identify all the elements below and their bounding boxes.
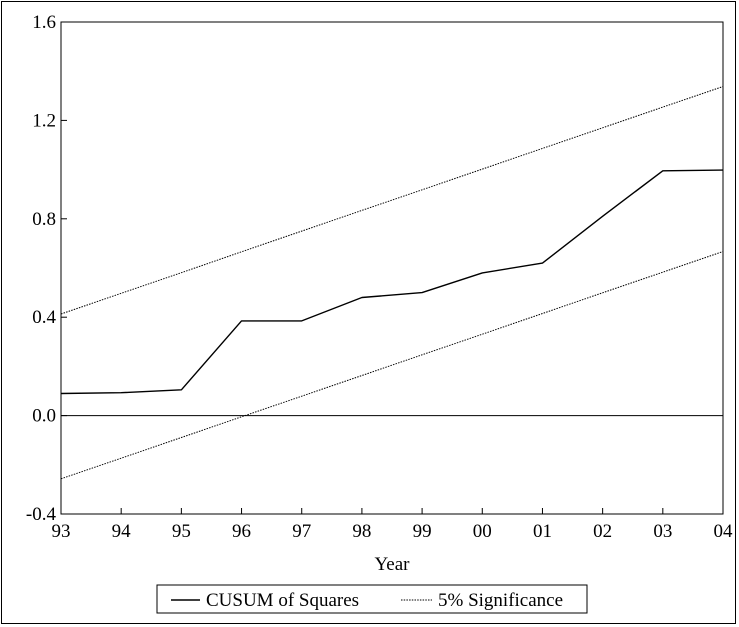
x-tick-label: 03 bbox=[653, 521, 672, 542]
legend-label-significance: 5% Significance bbox=[438, 590, 563, 611]
x-tick-label: 01 bbox=[533, 521, 552, 542]
x-tick-label: 94 bbox=[112, 521, 132, 542]
x-axis: 93 94 95 96 97 98 99 00 01 02 03 04 bbox=[52, 508, 734, 542]
x-tick-label: 98 bbox=[352, 521, 371, 542]
x-tick-label: 97 bbox=[292, 521, 311, 542]
y-tick-label: -0.4 bbox=[26, 504, 57, 525]
x-tick-label: 99 bbox=[413, 521, 432, 542]
x-tick-label: 04 bbox=[714, 521, 734, 542]
y-tick-label: 0.4 bbox=[32, 307, 56, 328]
y-tick-label: 0.0 bbox=[32, 406, 56, 427]
x-tick-label: 96 bbox=[232, 521, 251, 542]
cusum-of-squares-line bbox=[60, 169, 724, 395]
x-axis-label: Year bbox=[374, 554, 410, 575]
plot-area bbox=[60, 21, 724, 515]
upper-significance-line bbox=[60, 86, 724, 315]
y-tick-label: 1.6 bbox=[32, 12, 56, 33]
y-tick-label: 0.8 bbox=[32, 209, 56, 230]
x-tick-label: 95 bbox=[172, 521, 191, 542]
series-group bbox=[60, 86, 724, 480]
x-tick-label: 93 bbox=[52, 521, 71, 542]
y-axis: -0.4 0.0 0.4 0.8 1.2 1.6 bbox=[26, 12, 67, 525]
legend: CUSUM of Squares 5% Significance bbox=[156, 584, 588, 614]
legend-label-cusum: CUSUM of Squares bbox=[206, 590, 359, 611]
y-tick-label: 1.2 bbox=[32, 110, 56, 131]
lower-significance-line bbox=[60, 251, 724, 480]
x-tick-label: 02 bbox=[593, 521, 612, 542]
legend-box bbox=[156, 584, 588, 614]
x-tick-label: 00 bbox=[473, 521, 492, 542]
